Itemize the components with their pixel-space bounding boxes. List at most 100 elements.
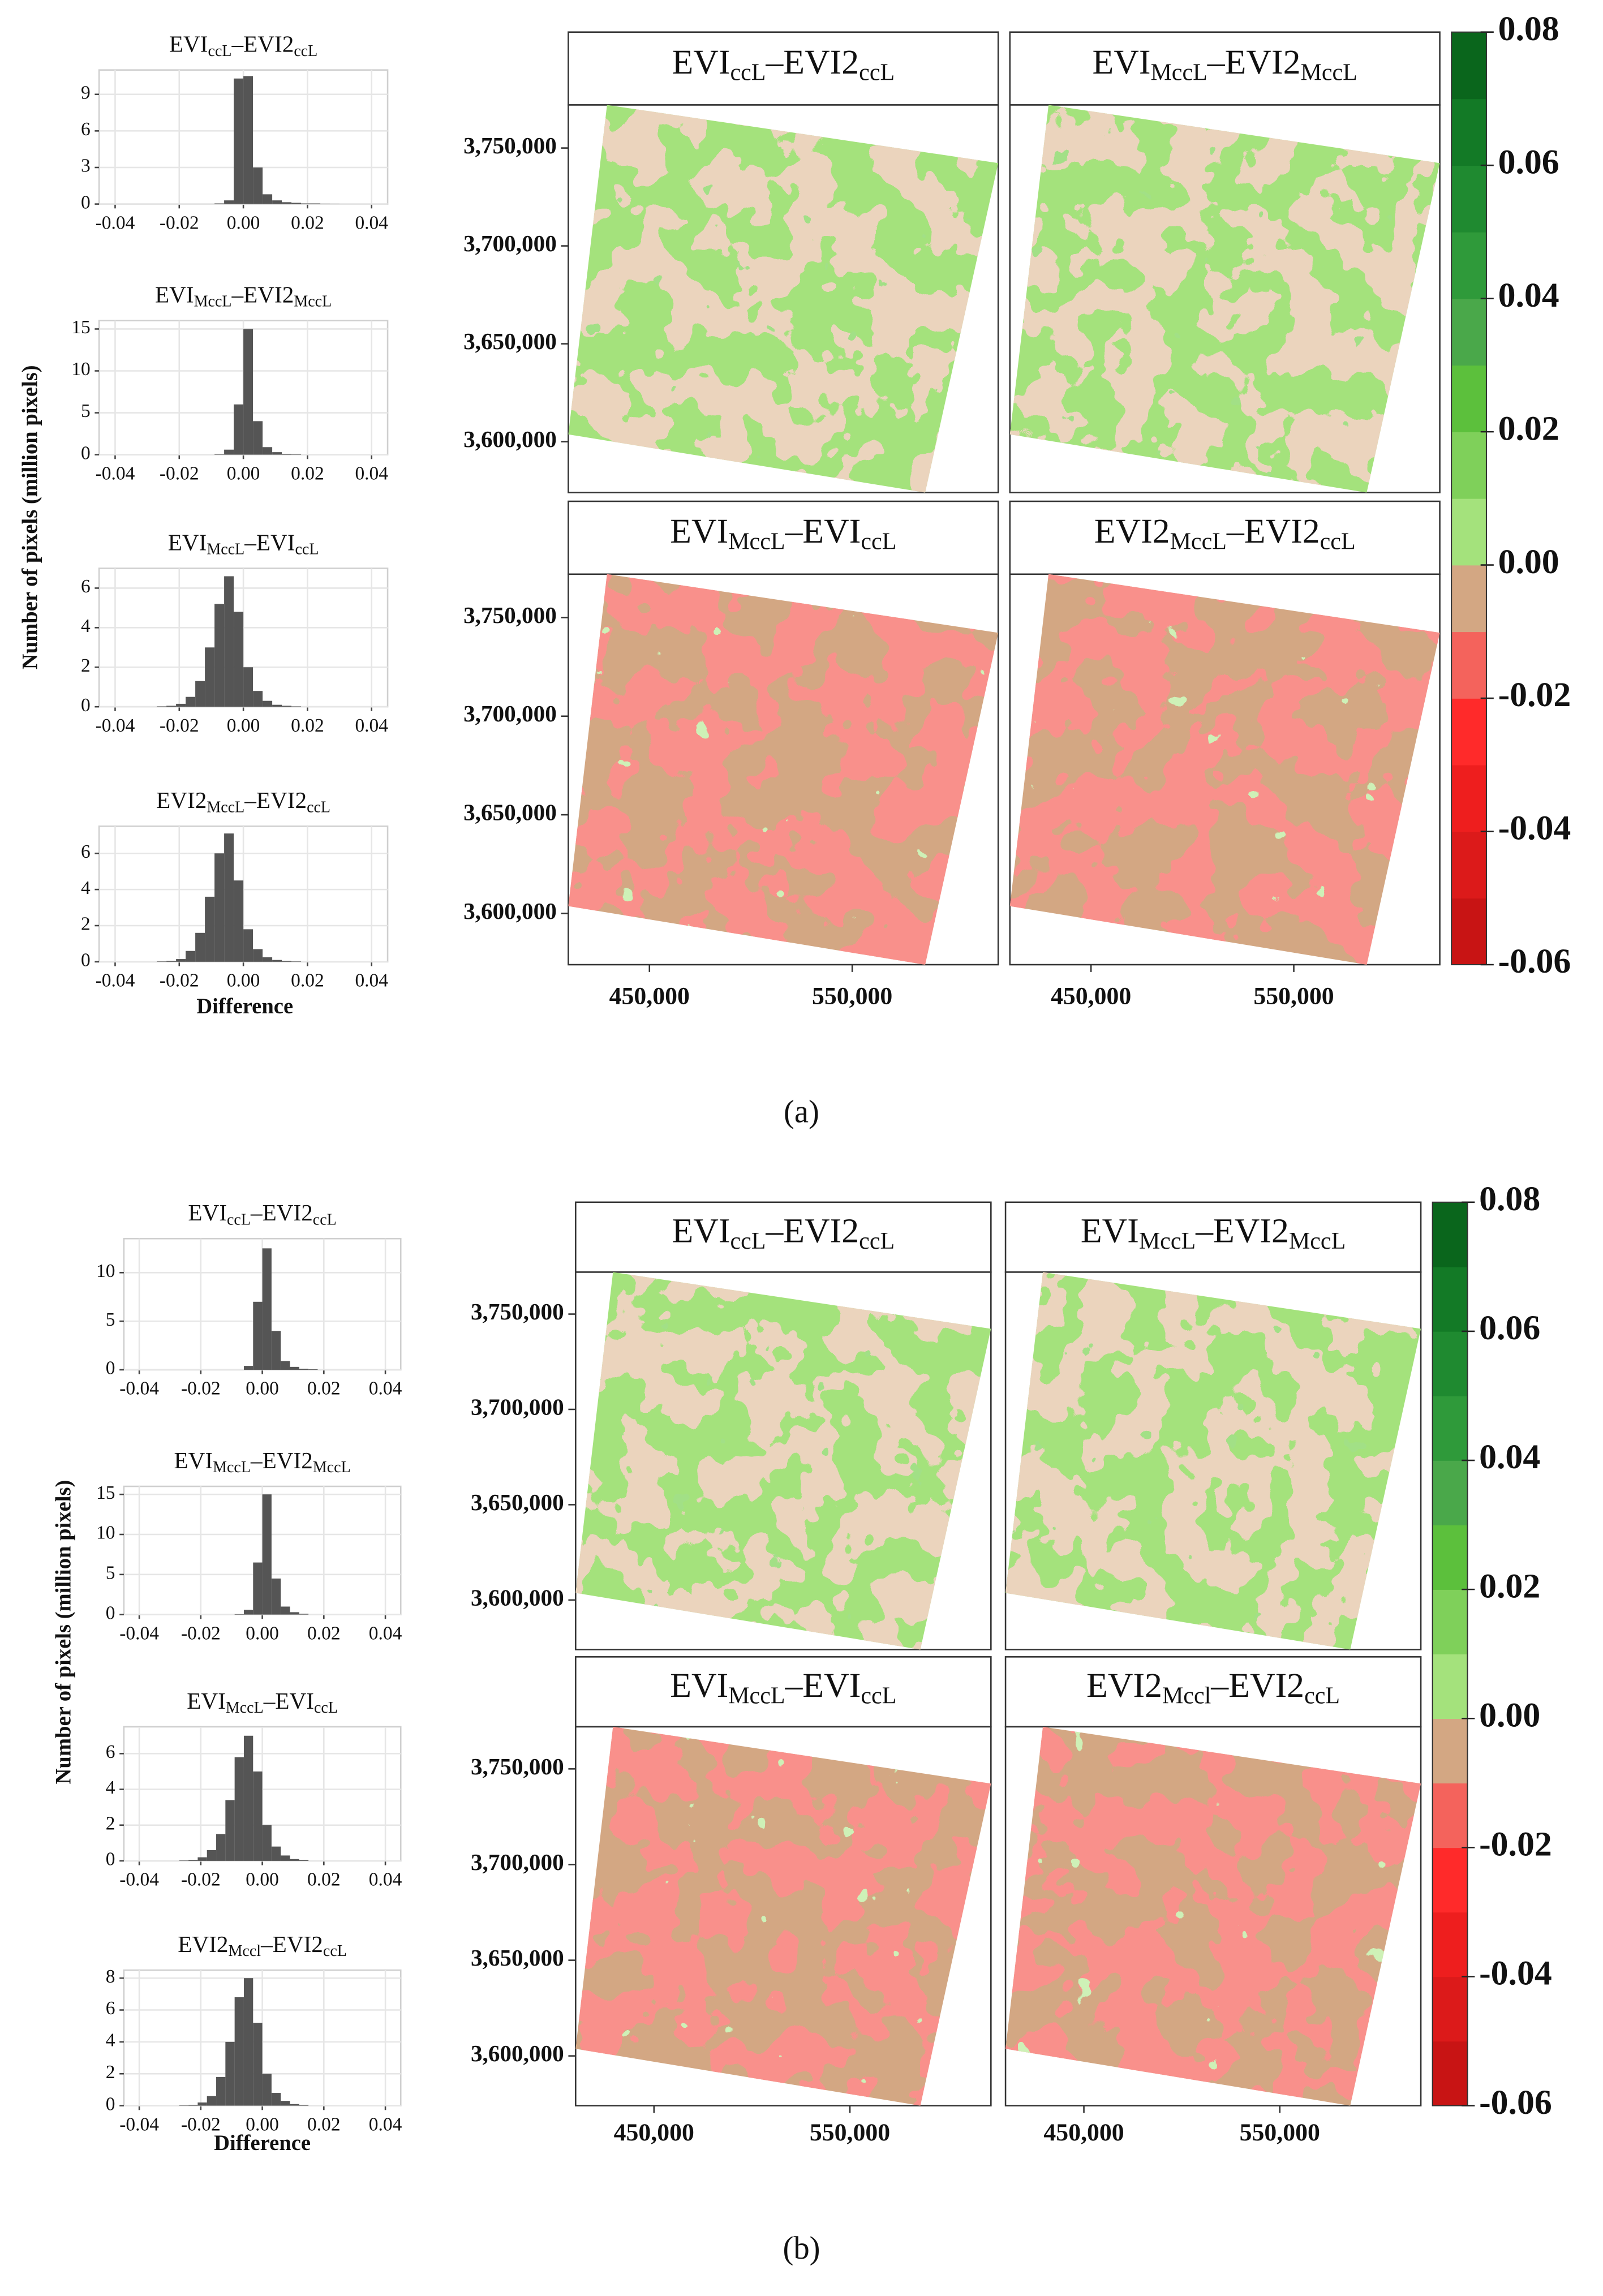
bar [282,202,292,204]
x-tick-label: -0.02 [181,1869,221,1890]
title: EVIccL–EVI2ccL [169,31,317,60]
bar [271,1331,281,1370]
colorbar-band [1432,1331,1468,1396]
colorbar-tick-label: -0.06 [1479,2083,1552,2122]
y-tick-label: 3,650,000 [463,799,557,825]
title-text: –EVI2 [765,43,859,81]
colorbar-tick-label: -0.06 [1498,942,1571,981]
bar [291,961,302,962]
y-tick-label: 5 [81,401,91,422]
bar [262,1494,272,1615]
bar [272,704,282,707]
colorbar: -0.06 -0.04 -0.02 0.00 0.02 0.04 0.06 0.08 [1451,10,1571,981]
x-tick-label: 450,000 [1043,2119,1124,2146]
x-tick-label: 0.00 [246,2114,279,2135]
x-tick-label: 0.02 [291,463,324,484]
y-tick-label: 3 [81,156,91,177]
title-text: –EVI2 [244,788,307,814]
panel: Number of pixels (million pixels) Differe… [19,10,1571,1129]
bar [253,2023,263,2106]
bar [176,959,186,962]
y-tick-label: 3,700,000 [471,1394,564,1420]
title-text: EVI [672,1212,730,1250]
colorbar-tick-label: 0.00 [1479,1696,1540,1734]
bar [308,1369,318,1370]
y-tick-label: 9 [81,82,91,103]
map-texture-layer [568,574,999,965]
map-title-box [575,1201,992,1273]
title-text: EVI [670,512,728,551]
title-subscript: MccL [194,293,232,311]
colorbar: -0.06 -0.04 -0.02 0.00 0.02 0.04 0.06 0.08 [1432,1180,1552,2122]
colorbar-band [1451,831,1486,899]
title-text: –EVI [263,1688,314,1714]
x-tick-label: 0.02 [307,1623,341,1644]
title-text: EVI [174,1447,213,1473]
title-subscript: Mccl [1162,1683,1211,1709]
y-tick-label: 3,750,000 [471,1753,564,1779]
bar [186,696,196,707]
y-tick-label: 3,600,000 [471,1584,564,1610]
title-subscript: MccL [728,1683,785,1709]
map-title-box [568,31,999,106]
bar [225,1800,235,1861]
title-subscript: ccL [730,1228,766,1254]
bar [262,2074,272,2106]
y-axis-label: Number of pixels (million pixels) [19,365,42,669]
title-text: EVI [1081,1212,1139,1250]
y-tick-label: 6 [81,576,91,597]
title-subscript: ccL [859,59,895,85]
y-tick-label: 3,700,000 [471,1849,564,1875]
x-tick-label: 0.00 [227,212,260,233]
title-text: –EVI2 [1195,1212,1289,1250]
colorbar-band [1432,1654,1468,1719]
x-tick-label: 0.04 [355,970,388,991]
title-text: EVI [670,1666,728,1705]
y-tick-label: 15 [71,317,90,338]
bar [290,1612,299,1615]
bar [234,1997,244,2106]
title-text: –EVI [244,530,295,556]
bar [282,961,292,962]
x-tick-label: 550,000 [1240,2119,1320,2146]
bar [281,1606,290,1615]
x-tick-label: 450,000 [609,982,690,1009]
title-subscript: ccL [314,1700,338,1717]
title-subscript: ccL [323,1943,347,1960]
y-tick-label: 0 [106,1358,115,1379]
title-text: –EVI2 [765,1212,859,1250]
histogram: EVIMccL–EVI2MccL-0.04 -0.02 0.00 0.02 0.0405… [71,282,389,484]
bar [234,404,244,455]
y-tick-label: 0 [106,1602,115,1623]
y-tick-label: 2 [81,914,91,935]
title-subscript: MccL [294,293,332,311]
x-tick-label: 0.04 [369,2114,402,2135]
bar [243,329,253,455]
histogram: EVI2MccL–EVI2ccL -0.04 -0.02 0.00 0.02 0.04 0 2… [81,788,389,991]
title: EVI2MccL–EVI2ccL [156,788,330,816]
title-subscript: MccL [1301,59,1357,85]
bar [234,1614,244,1615]
colorbar-tick-label: 0.00 [1498,543,1559,581]
title-subscript: MccL [226,1700,264,1717]
x-tick-label: -0.04 [119,1378,159,1399]
bar [157,961,167,962]
y-tick-label: 6 [106,1998,115,2019]
bar [282,706,292,707]
bar [253,1562,263,1615]
map-title-box [1009,500,1441,575]
title-subscript: ccL [730,59,766,85]
bar [253,691,263,707]
colorbar-band [1432,1589,1468,1654]
map-panel: EVIMccL–EVI2MccL [1009,31,1441,493]
bar [157,706,167,707]
colorbar-band [1432,1783,1468,1848]
map-texture [1005,1272,1421,1650]
map-texture [1005,1726,1421,2106]
panel-label: (b) [783,2231,820,2266]
bar [253,1771,263,1861]
y-axis-label: Number of pixels (million pixels) [52,1480,76,1785]
title-text: EVI2 [156,788,207,814]
bar [234,612,244,707]
